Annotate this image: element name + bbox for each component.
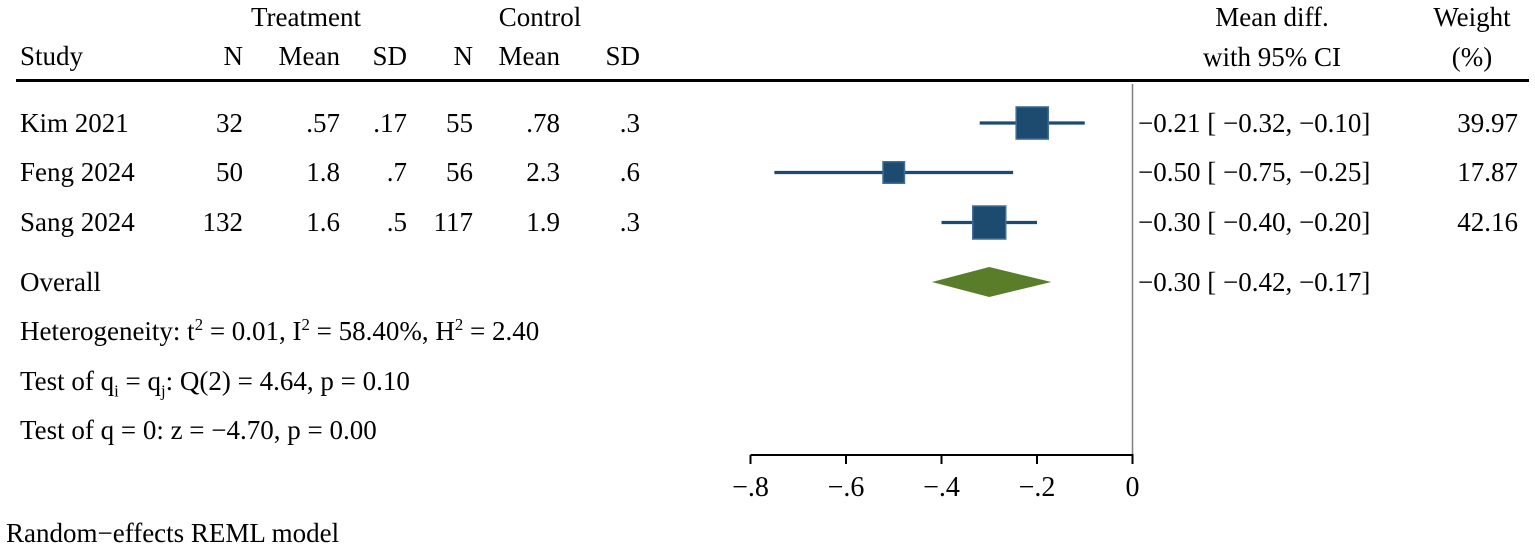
- weight-value: 42.16: [1457, 207, 1518, 237]
- treatment-mean: 1.6: [306, 207, 340, 237]
- column-header-row: Study N Mean SD N Mean SD: [0, 41, 1535, 71]
- treatment-sd: .5: [386, 207, 407, 237]
- subscript: i: [114, 381, 119, 401]
- treatment-mean-header: Mean: [278, 41, 340, 71]
- control-sd-header: SD: [605, 41, 640, 71]
- superscript: 2: [301, 315, 310, 334]
- overall-ci-text: −0.30 [ −0.42, −0.17]: [1138, 267, 1371, 297]
- x-tick-label: 0: [1126, 472, 1140, 503]
- treatment-mean: 1.8: [306, 157, 340, 187]
- control-sd: .3: [619, 207, 640, 237]
- treatment-n: 132: [202, 207, 244, 237]
- treatment-n-header: N: [223, 41, 244, 71]
- treatment-sd: .17: [373, 108, 407, 138]
- study-name: Sang 2024: [20, 207, 135, 237]
- control-n: 55: [446, 108, 473, 138]
- x-tick-label: −.4: [923, 472, 960, 503]
- weight-header-line2: (%): [1451, 42, 1493, 72]
- control-mean: 1.9: [526, 207, 560, 237]
- treatment-n: 50: [216, 157, 243, 187]
- treatment-n: 32: [216, 108, 243, 138]
- effect-header-line2: with 95% CI: [1203, 42, 1341, 72]
- overall-label: Overall: [20, 267, 101, 297]
- control-n: 117: [433, 207, 474, 237]
- control-mean-header: Mean: [498, 41, 560, 71]
- group-header-treatment: Treatment: [251, 2, 361, 32]
- study-row-kim-2021: Kim 2021 32 .57 .17 55 .78 .3 −0.21 [ −0…: [0, 108, 1535, 138]
- heterogeneity-stats: Heterogeneity: t2 = 0.01, I2 = 58.40%, H…: [20, 315, 540, 346]
- superscript: 2: [454, 315, 464, 334]
- treatment-sd-header: SD: [372, 41, 407, 71]
- ci-text: −0.21 [ −0.32, −0.10]: [1138, 108, 1371, 138]
- control-sd: .3: [619, 108, 640, 138]
- ci-text: −0.30 [ −0.40, −0.20]: [1138, 207, 1371, 237]
- x-tick-label: −.6: [828, 472, 865, 503]
- overall-diamond: [931, 267, 1052, 297]
- model-note: Random−effects REML model: [6, 518, 340, 548]
- treatment-mean: .57: [306, 108, 340, 138]
- superscript: 2: [194, 315, 204, 334]
- header-rule: [16, 79, 1529, 82]
- weight-value: 17.87: [1457, 157, 1518, 187]
- subscript: j: [160, 381, 166, 401]
- x-tick-label: −.8: [732, 472, 769, 503]
- weight-header-line1: Weight: [1433, 2, 1511, 32]
- weight-value: 39.97: [1457, 108, 1518, 138]
- ci-text: −0.50 [ −0.75, −0.25]: [1138, 157, 1371, 187]
- study-row-feng-2024: Feng 2024 50 1.8 .7 56 2.3 .6 −0.50 [ −0…: [0, 157, 1535, 187]
- control-mean: .78: [526, 108, 560, 138]
- effect-header-line1: Mean diff.: [1215, 2, 1329, 32]
- control-sd: .6: [619, 157, 640, 187]
- study-row-sang-2024: Sang 2024 132 1.6 .5 117 1.9 .3 −0.30 [ …: [0, 207, 1535, 237]
- test-of-equality-stats: Test of qi = qj: Q(2) = 4.64, p = 0.10: [20, 366, 410, 401]
- x-tick-label: −.2: [1019, 472, 1056, 503]
- effect-square: [972, 205, 1007, 240]
- effect-square: [1015, 106, 1050, 140]
- treatment-sd: .7: [386, 157, 407, 187]
- study-name: Kim 2021: [20, 108, 129, 138]
- study-column-header: Study: [20, 41, 84, 71]
- control-n: 56: [446, 157, 473, 187]
- effect-square: [882, 161, 906, 184]
- test-of-zero-stats: Test of q = 0: z = −4.70, p = 0.00: [20, 415, 377, 445]
- study-name: Feng 2024: [20, 157, 135, 187]
- overall-row: Overall −0.30 [ −0.42, −0.17]: [0, 267, 1535, 297]
- group-header-control: Control: [498, 2, 582, 32]
- control-mean: 2.3: [526, 157, 560, 187]
- control-n-header: N: [453, 41, 474, 71]
